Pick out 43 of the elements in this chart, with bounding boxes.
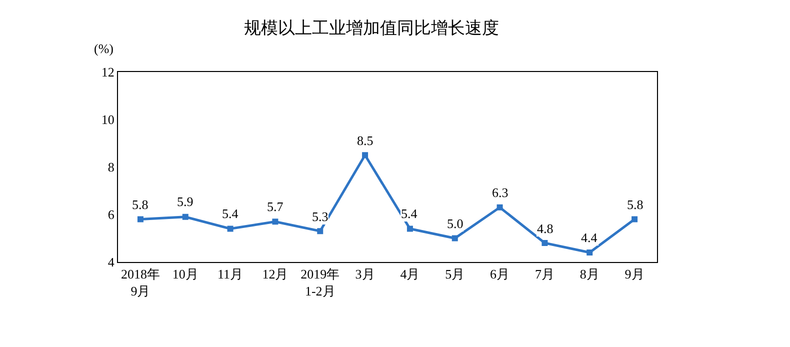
y-tick-label: 12 [101,64,114,80]
x-tick-label: 2019年 1-2月 [300,266,340,298]
data-label: 5.7 [267,199,284,214]
x-tick-label: 12月 [262,266,288,282]
point [632,216,638,222]
x-tick-label: 5月 [445,266,465,282]
x-tick-label: 9月 [624,266,644,282]
x-tick-label: 2018年 9月 [120,266,160,298]
data-label: 5.0 [447,216,464,231]
x-tick-label: 7月 [534,266,554,282]
data-label: 5.9 [177,194,194,209]
x-tick-label: 10月 [172,266,198,282]
y-tick-label: 6 [108,207,115,222]
point [452,235,458,242]
x-tick-label: 4月 [400,266,420,282]
chart-title: 规模以上工业增加值同比增长速度 [244,18,499,39]
point [317,228,324,234]
point [272,218,278,225]
point [542,240,548,246]
data-label: 5.4 [401,206,418,221]
point [137,216,144,222]
data-label: 4.8 [537,221,554,236]
point [496,204,503,210]
point [362,152,368,158]
y-tick-label: 8 [108,160,114,175]
x-tick-label: 8月 [580,266,600,282]
y-axis-title: (%) [94,41,114,56]
data-label: 5.4 [222,206,239,221]
point [227,226,234,232]
point [406,226,413,232]
data-label: 5.3 [312,209,328,224]
point [586,250,593,256]
data-label: 5.8 [132,197,148,212]
x-tick-label: 6月 [490,266,510,282]
data-label: 4.4 [581,230,598,245]
x-tick-label: 11月 [218,266,244,282]
x-tick-label: 3月 [355,266,375,282]
point [182,214,188,220]
data-label: 5.8 [627,197,644,212]
data-label: 8.5 [357,133,374,148]
y-tick-label: 10 [101,112,114,128]
y-tick-label: 4 [108,254,115,270]
data-label: 6.3 [492,185,508,200]
